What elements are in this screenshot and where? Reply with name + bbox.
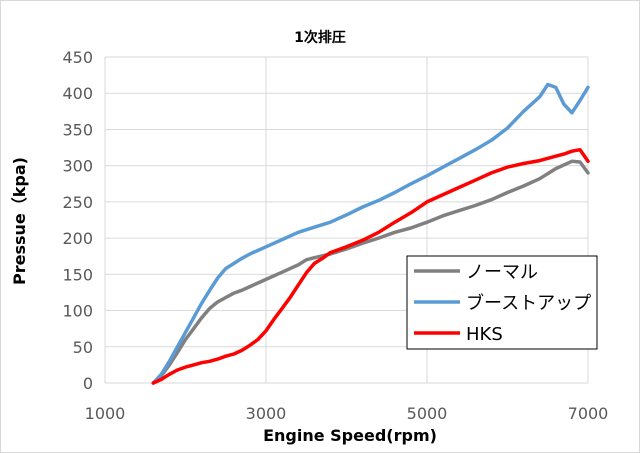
y-tick-label: 450 — [62, 48, 93, 67]
series-layer — [151, 82, 590, 385]
x-tick-label: 7000 — [568, 404, 609, 423]
legend-label-boost-up: ブーストアップ — [466, 292, 591, 314]
y-tick-label: 0 — [83, 374, 93, 393]
x-tick-label: 5000 — [407, 404, 448, 423]
series-line-1 — [151, 82, 590, 385]
y-tick-label: 100 — [62, 302, 93, 321]
y-tick-label: 250 — [62, 193, 93, 212]
y-tick-label: 150 — [62, 265, 93, 284]
y-tick-label: 200 — [62, 229, 93, 248]
legend-label-normal: ノーマル — [466, 262, 538, 283]
series-line-2 — [151, 147, 590, 385]
x-tick-label: 3000 — [246, 404, 287, 423]
y-tick-label: 50 — [73, 338, 93, 357]
y-tick-label: 350 — [62, 120, 93, 139]
x-axis-title: Engine Speed(rpm) — [263, 426, 437, 445]
legend-label-hks: HKS — [466, 324, 503, 345]
axis-layer: 0 50 100 150 200 250 300 350 400 450 1000 3000 5000 7… — [62, 48, 608, 423]
legend: ノーマル ブーストアップ HKS — [406, 255, 598, 350]
y-tick-label: 300 — [62, 157, 93, 176]
y-axis-title: Pressue（kpa) — [10, 157, 29, 285]
series-line-0 — [151, 159, 590, 385]
chart-title: 1次排圧 — [294, 29, 346, 46]
y-tick-label: 400 — [62, 84, 93, 103]
x-tick-label: 1000 — [85, 404, 126, 423]
